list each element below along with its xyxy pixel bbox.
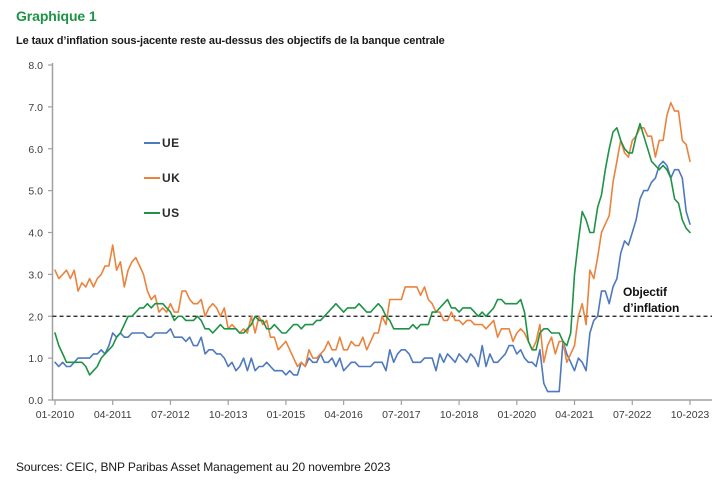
annotation-line-1: Objectif [623, 285, 667, 299]
x-tick-label: 07-2012 [151, 409, 190, 421]
y-tick-label: 0.0 [28, 395, 43, 407]
legend-line-swatch [144, 211, 160, 214]
legend-line-swatch [144, 141, 160, 144]
x-tick-label: 04-2016 [324, 409, 363, 421]
y-tick-label: 7.0 [28, 102, 43, 114]
legend-item-uk: UK [144, 166, 180, 189]
series-line-ue [54, 160, 691, 393]
legend-label: UK [162, 170, 181, 185]
x-tick-label: 01-2015 [267, 409, 306, 421]
x-tick-label: 01-2020 [498, 409, 537, 421]
legend-item-ue: UE [144, 131, 180, 154]
inflation-target-annotation: Objectif d’inflation [623, 284, 679, 316]
x-tick-label: 10-2023 [671, 409, 710, 421]
legend-label: US [162, 205, 180, 220]
y-tick-label: 4.0 [28, 228, 43, 240]
y-tick-label: 2.0 [28, 311, 43, 323]
y-tick-label: 6.0 [28, 144, 43, 156]
series-line-us [54, 122, 691, 376]
y-tick-label: 5.0 [28, 186, 43, 198]
chart-legend: UE UK US [144, 131, 180, 236]
chart-canvas: 0.0 1.0 2.0 3.0 4.0 5.0 6.0 7.0 8.0 01-2010 04-201… [28, 60, 712, 421]
x-tick-label: 07-2017 [382, 409, 421, 421]
legend-label: UE [162, 135, 180, 150]
x-tick-label: 04-2011 [94, 409, 132, 421]
figure-title: Graphique 1 [16, 8, 97, 24]
x-tick-label: 04-2021 [555, 409, 594, 421]
x-tick-label: 10-2018 [440, 409, 479, 421]
legend-item-us: US [144, 201, 180, 224]
y-tick-label: 3.0 [28, 269, 43, 281]
x-tick-label: 07-2022 [613, 409, 652, 421]
y-tick-label: 8.0 [28, 60, 43, 72]
legend-line-swatch [144, 176, 160, 179]
y-tick-label: 1.0 [28, 353, 43, 365]
source-note: Sources: CEIC, BNP Paribas Asset Managem… [16, 460, 391, 474]
figure-subtitle: Le taux d’inflation sous-jacente reste a… [16, 35, 445, 47]
annotation-line-2: d’inflation [623, 301, 680, 315]
x-tick-label: 01-2010 [36, 409, 75, 421]
series-line-uk [54, 101, 691, 368]
x-tick-label: 10-2013 [209, 409, 248, 421]
